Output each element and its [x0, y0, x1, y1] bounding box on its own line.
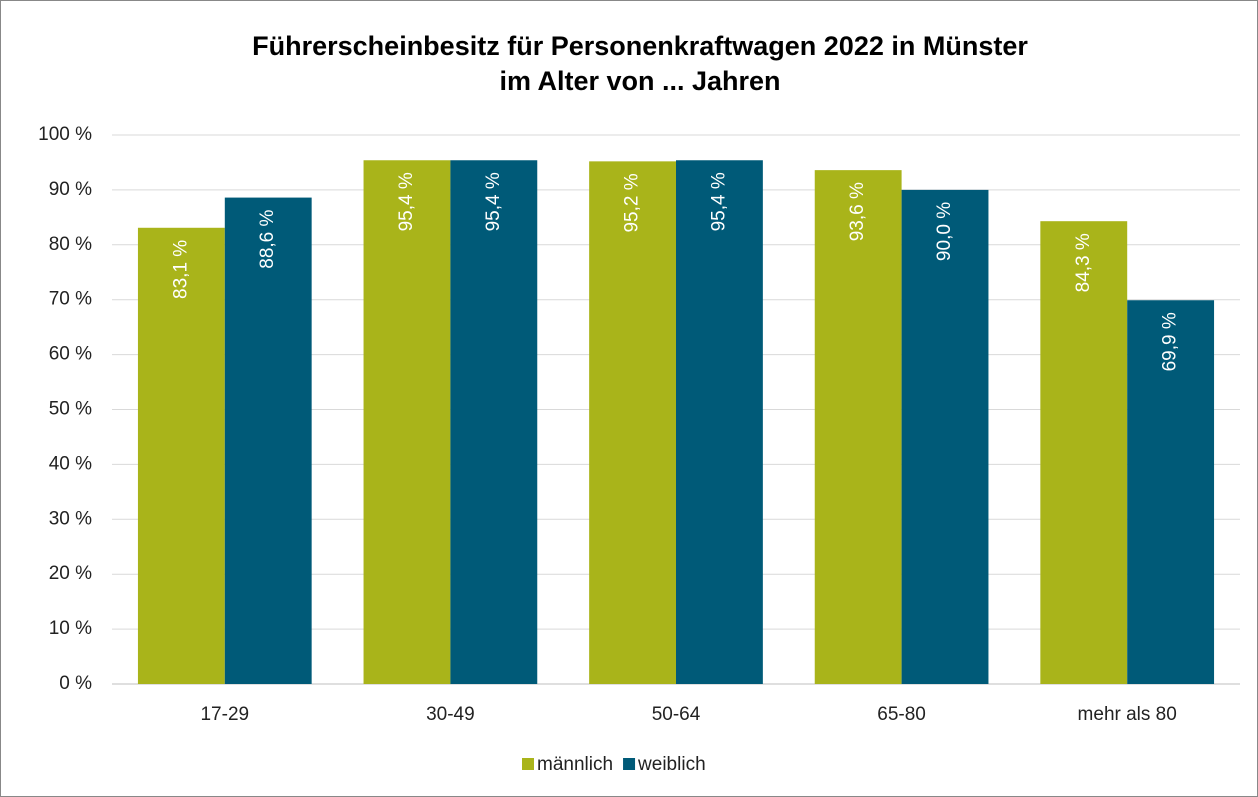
bar: [137, 227, 225, 684]
value-label: 95,4 %: [708, 172, 729, 231]
value-label: 88,6 %: [257, 209, 278, 268]
value-label: 90,0 %: [934, 202, 955, 261]
chart-title: Führerscheinbesitz für Personenkraftwage…: [252, 31, 1028, 61]
x-tick-label: 30-49: [426, 704, 475, 725]
bar: [1127, 300, 1215, 684]
value-label: 95,2 %: [622, 173, 643, 232]
chart-title: im Alter von ... Jahren: [499, 66, 780, 96]
x-tick-label: 65-80: [877, 704, 926, 725]
y-tick-label: 10 %: [49, 618, 92, 639]
bar: [1040, 221, 1128, 684]
legend-label: weiblich: [637, 754, 706, 775]
y-tick-label: 60 %: [49, 344, 92, 365]
y-tick-label: 80 %: [49, 234, 92, 255]
y-tick-label: 0 %: [59, 673, 92, 694]
y-tick-label: 30 %: [49, 508, 92, 529]
value-label: 69,9 %: [1160, 312, 1181, 371]
bar: [676, 160, 763, 684]
value-label: 95,4 %: [483, 172, 504, 231]
value-label: 84,3 %: [1073, 233, 1094, 292]
bar: [363, 160, 451, 684]
x-tick-label: 50-64: [652, 704, 701, 725]
x-tick-label: mehr als 80: [1078, 704, 1177, 725]
bar: [589, 161, 676, 685]
bar: [450, 160, 538, 684]
bar: [901, 189, 989, 684]
bar: [224, 197, 312, 684]
legend-label: männlich: [537, 754, 613, 775]
value-label: 83,1 %: [170, 240, 191, 299]
bar: [814, 170, 902, 685]
y-tick-label: 70 %: [49, 289, 92, 310]
value-label: 95,4 %: [396, 172, 417, 231]
y-tick-label: 90 %: [49, 179, 92, 200]
legend-swatch: [522, 758, 534, 770]
value-label: 93,6 %: [847, 182, 868, 241]
x-tick-label: 17-29: [200, 704, 249, 725]
y-tick-label: 20 %: [49, 563, 92, 584]
legend-swatch: [623, 758, 636, 770]
y-tick-label: 100 %: [38, 124, 92, 145]
y-tick-label: 50 %: [49, 399, 92, 420]
y-tick-label: 40 %: [49, 453, 92, 474]
